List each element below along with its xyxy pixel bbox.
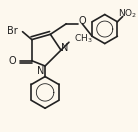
Text: O: O — [78, 16, 86, 26]
Text: CH$_3$: CH$_3$ — [74, 32, 93, 44]
Text: Br: Br — [7, 26, 17, 36]
Text: O: O — [8, 56, 16, 66]
Text: NO$_2$: NO$_2$ — [118, 8, 137, 20]
Text: N: N — [61, 43, 69, 53]
Text: N: N — [37, 66, 45, 76]
